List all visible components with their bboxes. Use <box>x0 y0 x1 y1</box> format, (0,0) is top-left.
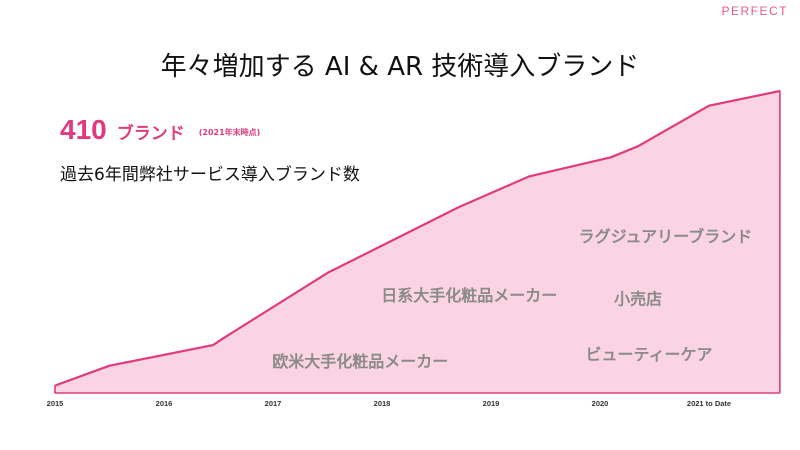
x-tick-label-2: 2017 <box>265 399 282 408</box>
page-title: 年々増加する AI & AR 技術導入ブランド <box>160 52 640 82</box>
x-tick-label-3: 2018 <box>374 399 391 408</box>
segment-label-4: ビューティーケア <box>586 345 713 364</box>
segment-label-1: 日系大手化粧品メーカー <box>381 286 557 305</box>
brand-count-value: 410 <box>60 114 107 145</box>
brand-count-stat: 410 ブランド (2021年末時点) <box>60 114 260 146</box>
brand-growth-line <box>54 89 781 387</box>
brand-count-unit: ブランド <box>116 124 185 144</box>
perfect-logo: PERFECT <box>721 4 788 18</box>
x-tick-label-6: 2021 to Date <box>687 399 731 408</box>
x-tick-label-5: 2020 <box>592 399 609 408</box>
segment-label-0: 欧米大手化粧品メーカー <box>272 352 448 371</box>
segment-label-2: ラグジュアリーブランド <box>579 227 753 246</box>
segment-label-3: 小売店 <box>614 290 662 309</box>
x-tick-label-1: 2016 <box>156 399 173 408</box>
x-tick-label-0: 2015 <box>47 399 64 408</box>
brand-count-note: (2021年末時点) <box>198 128 261 137</box>
brand-count-description: 過去6年間弊社サービス導入ブランド数 <box>60 165 360 185</box>
x-tick-label-4: 2019 <box>483 399 500 408</box>
